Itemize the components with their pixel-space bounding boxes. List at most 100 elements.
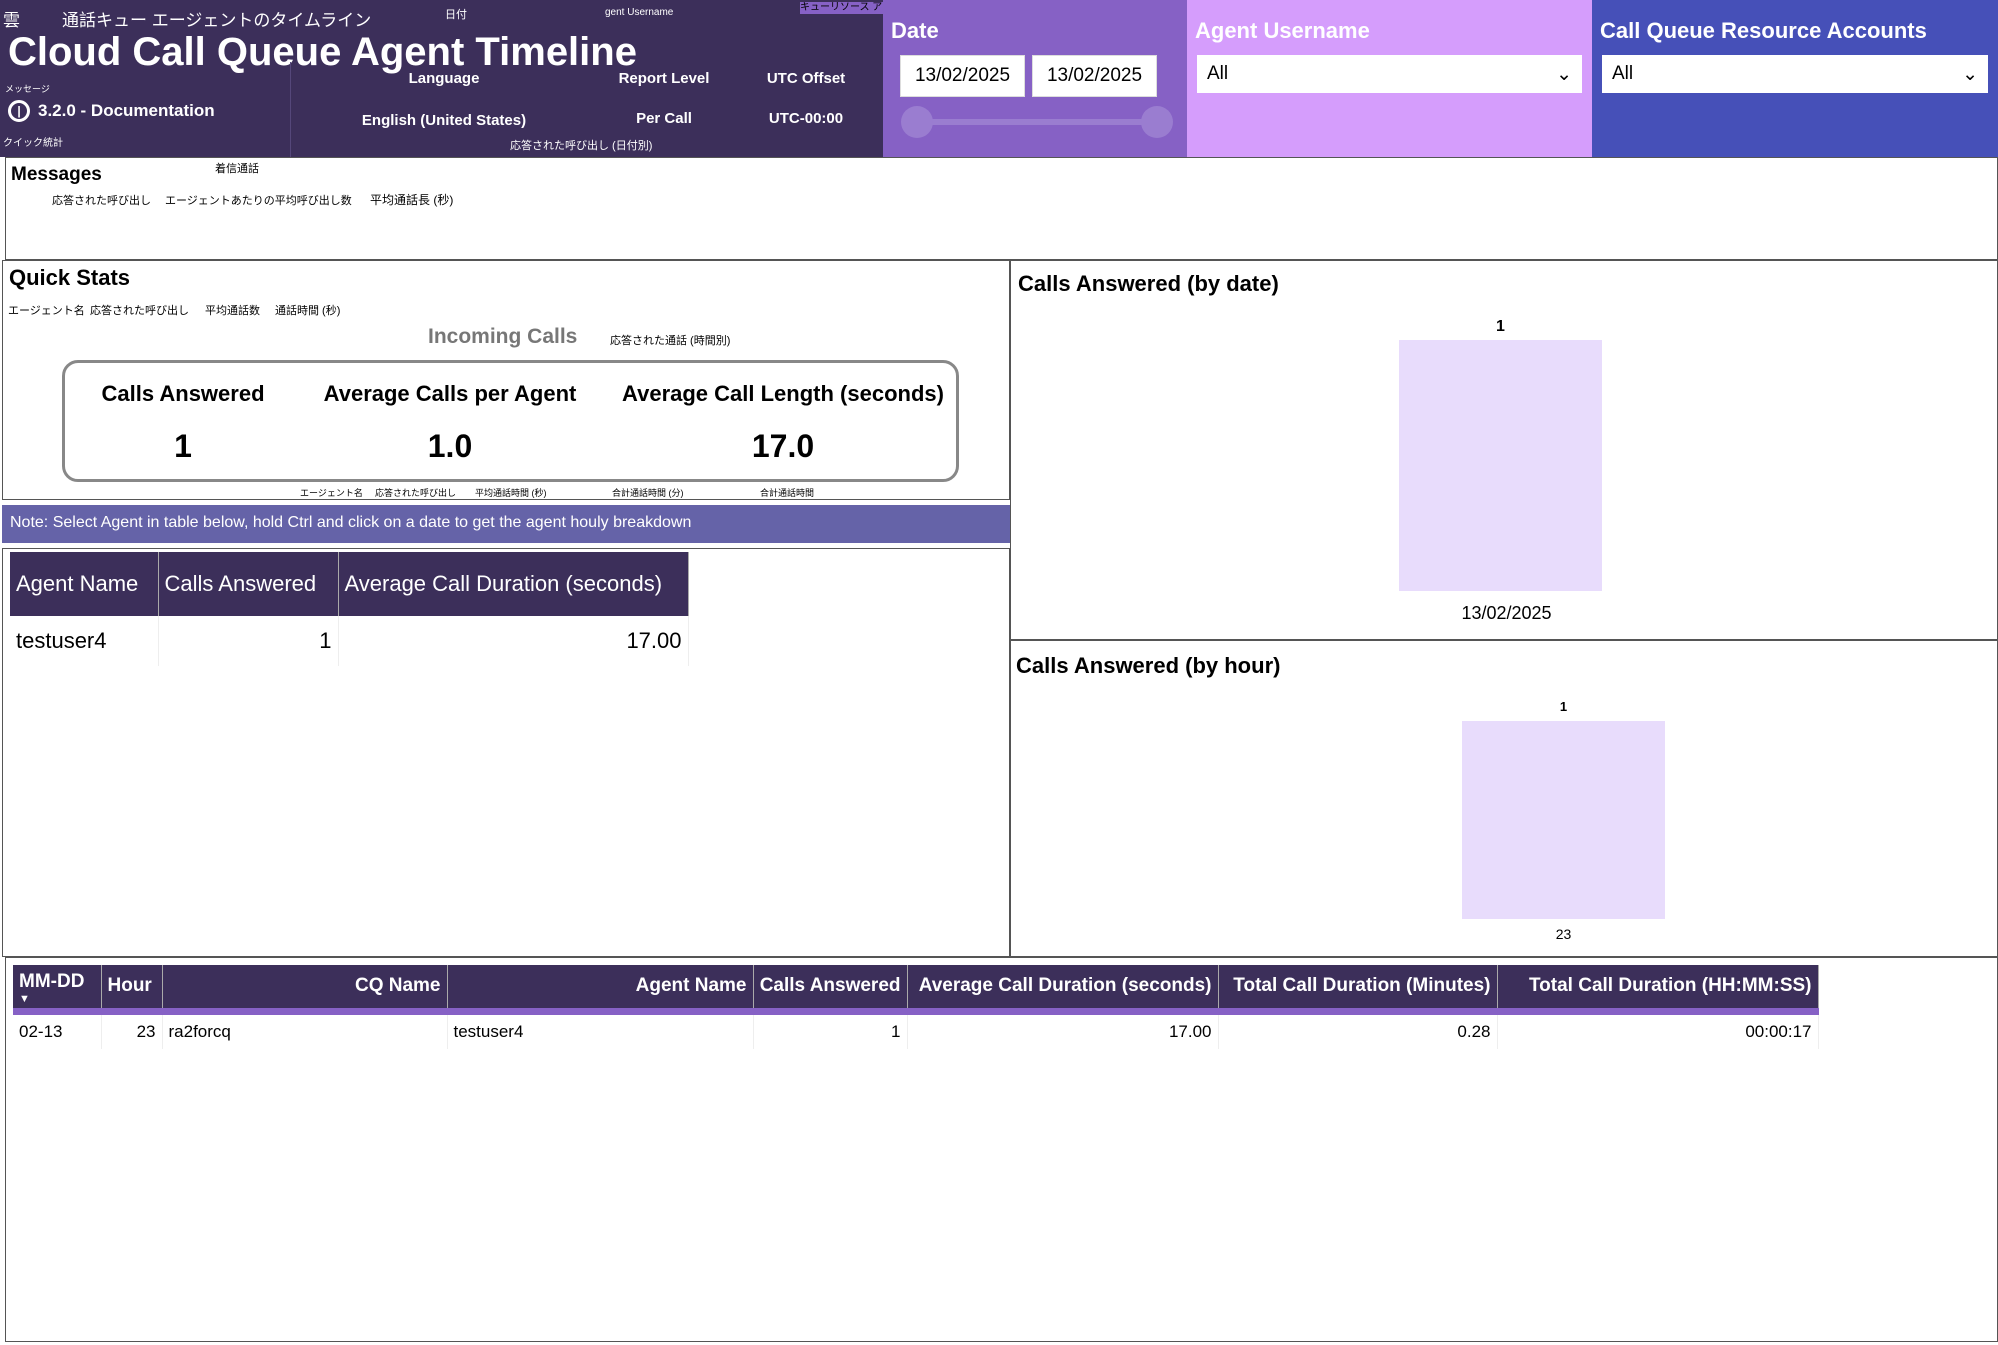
overlay-text: 応答された通話 (時間別) xyxy=(610,335,731,347)
overlay-text: エージェントあたりの平均呼び出し数 xyxy=(165,195,352,207)
utc-offset-value: UTC-00:00 xyxy=(768,110,844,127)
col-total-hhmmss[interactable]: Total Call Duration (HH:MM:SS) xyxy=(1497,965,1819,1015)
utc-offset-label: UTC Offset xyxy=(766,70,846,87)
col-calls-answered[interactable]: Calls Answered xyxy=(158,552,339,616)
bar[interactable] xyxy=(1462,721,1665,919)
overlay-text: クイック統計 xyxy=(3,138,63,149)
data-label: 1 xyxy=(1496,318,1505,335)
col-avg-duration[interactable]: Average Call Duration (seconds) xyxy=(907,965,1219,1015)
quick-stats-panel: Quick Stats Incoming Calls xyxy=(2,260,1010,500)
agent-username-value: All xyxy=(1207,63,1229,84)
kpi-avg-calls-value: 1.0 xyxy=(427,428,473,464)
cell-mm-dd: 02-13 xyxy=(13,1011,102,1049)
language-label: Language xyxy=(408,70,480,87)
overlay-text: 応答された呼び出し (日付別) xyxy=(510,140,653,152)
cell-agent-name: testuser4 xyxy=(10,616,159,666)
cell-avg-duration: 17.00 xyxy=(907,1011,1219,1049)
cell-total-minutes: 0.28 xyxy=(1218,1011,1498,1049)
table-row[interactable]: 02-13 23 ra2forcq testuser4 1 17.00 0.28 00:00:… xyxy=(13,1011,1819,1049)
overlay-text: 通話キュー エージェントのタイムライン xyxy=(62,11,372,30)
overlay-text: 応答された呼び出し xyxy=(375,488,457,498)
messages-panel: Messages xyxy=(5,157,1998,260)
cell-hour: 23 xyxy=(101,1011,163,1049)
parameters: Language English (United States) Report … xyxy=(290,62,883,157)
overlay-text: 合計通話時間 xyxy=(760,488,815,498)
date-slider-end-handle[interactable] xyxy=(1141,106,1173,138)
kpi-avg-length-label: Average Call Length (seconds) xyxy=(622,381,944,406)
version-link[interactable]: | 3.2.0 - Documentation xyxy=(8,100,215,122)
chevron-down-icon: ⌄ xyxy=(1962,63,1978,85)
agent-username-title: Agent Username xyxy=(1195,18,1370,43)
date-to-input[interactable]: 13/02/2025 xyxy=(1032,55,1157,97)
version-label: 3.2.0 - Documentation xyxy=(38,101,215,120)
col-agent-name[interactable]: Agent Name xyxy=(447,965,754,1015)
kpi-avg-length-value: 17.0 xyxy=(751,428,815,464)
overlay-text: 日付 xyxy=(445,9,467,21)
overlay-text: エージェント名 xyxy=(300,488,363,498)
overlay-text: 雲 xyxy=(3,11,20,30)
date-slicer: Date 13/02/2025 13/02/2025 xyxy=(883,0,1187,157)
col-total-minutes[interactable]: Total Call Duration (Minutes) xyxy=(1218,965,1498,1015)
report-header: Cloud Call Queue Agent Timeline | 3.2.0 -… xyxy=(0,0,883,157)
bar[interactable] xyxy=(1399,340,1602,591)
kpi-avg-calls-label: Average Calls per Agent xyxy=(323,381,577,406)
col-hour[interactable]: Hour xyxy=(101,965,163,1015)
messages-title: Messages xyxy=(11,164,102,185)
agent-table: Agent Name Calls Answered Average Call D… xyxy=(10,552,689,666)
date-from-input[interactable]: 13/02/2025 xyxy=(900,55,1025,97)
cell-total-hhmmss: 00:00:17 xyxy=(1497,1011,1819,1049)
cell-agent-name: testuser4 xyxy=(447,1011,754,1049)
chart-calls-by-hour: Calls Answered (by hour) 1 23 xyxy=(1010,640,1998,957)
detail-table: MM-DD ▼ Hour CQ Name Agent Name Calls Answere… xyxy=(13,965,1819,1049)
quick-stats-title: Quick Stats xyxy=(9,265,131,290)
overlay-text: 通話時間 (秒) xyxy=(275,305,341,317)
overlay-text: 応答された呼び出し xyxy=(52,195,151,207)
overlay-text: 応答された呼び出し xyxy=(90,305,189,317)
cq-accounts-title: Call Queue Resource Accounts xyxy=(1600,18,1927,43)
report-level-value: Per Call xyxy=(636,110,692,127)
cell-avg-duration: 17.00 xyxy=(338,616,689,666)
cq-accounts-value: All xyxy=(1612,63,1634,84)
cq-accounts-slicer: Call Queue Resource Accounts All ⌄ xyxy=(1592,0,1998,157)
overlay-text: 平均通話時間 (秒) xyxy=(475,488,547,498)
cell-calls-answered: 1 xyxy=(753,1011,908,1049)
x-tick-label: 23 xyxy=(1555,926,1572,942)
info-icon: | xyxy=(8,100,30,122)
page-title: Cloud Call Queue Agent Timeline xyxy=(8,30,637,74)
overlay-text: エージェント名 xyxy=(8,305,85,317)
note-banner: Note: Select Agent in table below, hold … xyxy=(2,505,1010,543)
chart-title: Calls Answered (by hour) xyxy=(1016,653,1281,678)
cq-accounts-dropdown[interactable]: All ⌄ xyxy=(1602,55,1988,93)
cell-cq-name: ra2forcq xyxy=(162,1011,448,1049)
date-slider-start-handle[interactable] xyxy=(901,106,933,138)
overlay-text: 平均通話長 (秒) xyxy=(370,193,454,207)
overlay-text: 合計通話時間 (分) xyxy=(612,488,684,498)
table-row[interactable]: testuser4 1 17.00 xyxy=(10,616,689,666)
chart-title: Calls Answered (by date) xyxy=(1018,271,1279,296)
x-tick-label: 13/02/2025 xyxy=(1461,603,1552,623)
kpi-calls-answered-value: 1 xyxy=(174,428,192,464)
overlay-text: メッセージ xyxy=(5,84,50,94)
cell-calls-answered: 1 xyxy=(158,616,339,666)
incoming-calls-title: Incoming Calls xyxy=(428,325,578,348)
report-level-label: Report Level xyxy=(618,70,710,87)
kpi-calls-answered-label: Calls Answered xyxy=(101,381,265,406)
date-range-track[interactable] xyxy=(913,119,1163,125)
sort-desc-icon[interactable]: ▼ xyxy=(19,993,30,1005)
col-calls-answered[interactable]: Calls Answered xyxy=(753,965,908,1015)
chart-calls-by-date: Calls Answered (by date) 1 13/02/2025 xyxy=(1010,260,1998,640)
col-agent-name[interactable]: Agent Name xyxy=(10,552,159,616)
col-avg-duration[interactable]: Average Call Duration (seconds) xyxy=(338,552,689,616)
col-mm-dd[interactable]: MM-DD ▼ xyxy=(13,965,102,1015)
agent-table-header: Agent Name Calls Answered Average Call D… xyxy=(10,552,689,616)
agent-username-slicer: Agent Username All ⌄ xyxy=(1187,0,1592,157)
kpi-card: Calls Answered 1 Average Calls per Agent… xyxy=(62,360,959,482)
chevron-down-icon: ⌄ xyxy=(1556,63,1572,85)
language-value: English (United States) xyxy=(361,112,527,129)
overlay-text: gent Username xyxy=(605,7,674,18)
overlay-text: 平均通話数 xyxy=(205,305,260,317)
col-cq-name[interactable]: CQ Name xyxy=(162,965,448,1015)
date-slicer-title: Date xyxy=(891,18,939,43)
agent-username-dropdown[interactable]: All ⌄ xyxy=(1197,55,1582,93)
overlay-text: 着信通話 xyxy=(215,163,259,175)
